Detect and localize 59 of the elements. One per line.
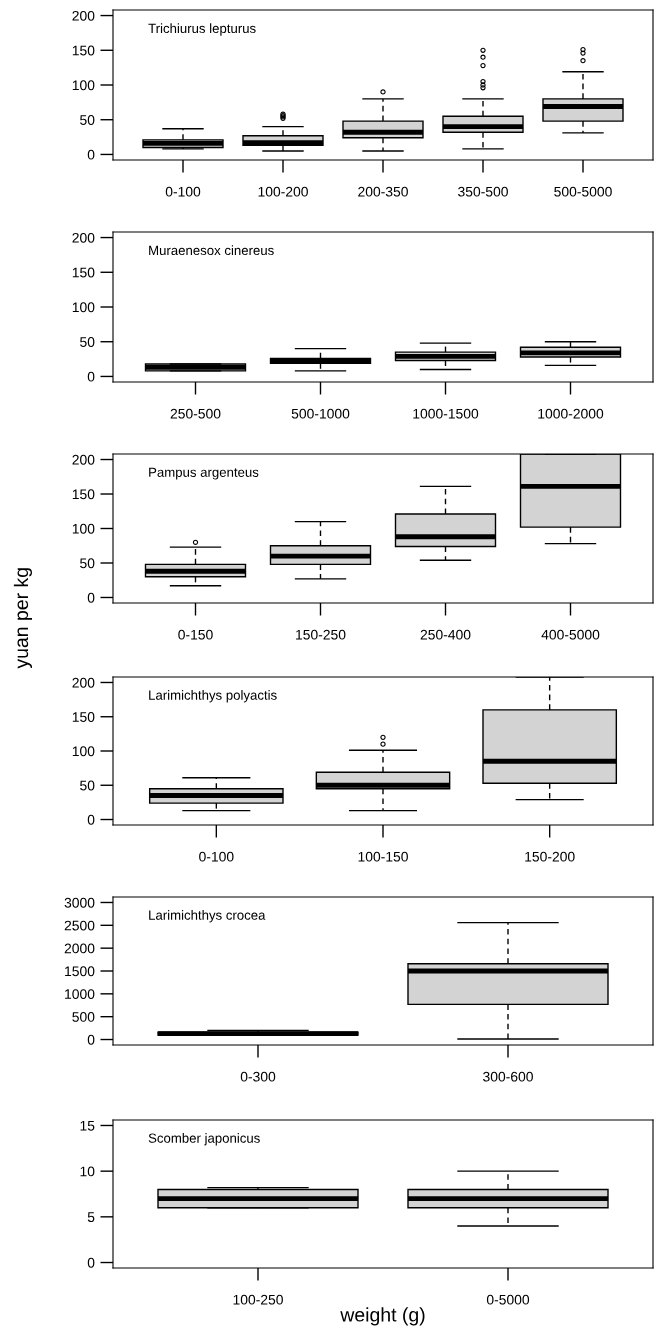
y-tick-label: 1000	[65, 989, 95, 1000]
x-tick-label: 300-600	[483, 1071, 533, 1082]
y-tick-label: 10	[80, 1166, 95, 1177]
y-tick-label: 0	[87, 371, 95, 382]
y-tick-label: 2000	[64, 943, 95, 954]
x-tick-label: 250-400	[420, 629, 471, 640]
x-tick-label: 500-1000	[291, 408, 350, 419]
x-tick-label: 500-5000	[554, 186, 612, 197]
x-tick-label: 100-200	[258, 186, 308, 197]
y-tick-label: 150	[72, 267, 95, 278]
x-tick-label: 150-200	[525, 851, 575, 862]
y-tick-label: 15	[80, 1120, 95, 1131]
y-tick-label: 0	[87, 1034, 95, 1045]
y-tick-label: 0	[87, 1257, 95, 1268]
y-tick-label: 150	[72, 712, 95, 722]
y-tick-label: 3000	[64, 897, 95, 908]
x-tick-label: 1000-2000	[538, 408, 604, 419]
y-tick-label: 50	[80, 115, 95, 125]
text: Muraenesox cinereus	[149, 245, 274, 256]
x-tick-label: 0-100	[165, 186, 201, 197]
x-tick-label: 100-250	[233, 1294, 283, 1305]
x-axis-title: weight (g)	[340, 1307, 425, 1326]
x-tick-label: 200-350	[358, 186, 408, 197]
y-tick-label: 100	[72, 746, 95, 757]
y-tick-label: 0	[87, 592, 95, 603]
y-tick-label: 150	[72, 45, 95, 56]
y-tick-label: 200	[72, 232, 95, 243]
y-tick-label: 150	[72, 489, 95, 500]
x-tick-label: 250-500	[170, 408, 221, 419]
x-tick-label: 100-150	[358, 851, 408, 862]
y-tick-label: 200	[72, 677, 95, 688]
y-tick-label: 100	[72, 80, 95, 91]
text: Larimichthys polyactis	[149, 690, 277, 703]
y-tick-label: 100	[72, 302, 95, 313]
y-tick-label: 100	[72, 523, 95, 534]
y-tick-label: 200	[72, 10, 95, 21]
y-tick-label: 1500	[65, 966, 95, 977]
x-tick-label: 0-300	[240, 1071, 276, 1082]
x-tick-label: 1000-1500	[413, 408, 479, 419]
x-tick-label: 350-500	[458, 186, 508, 197]
x-tick-label: 0-5000	[486, 1294, 530, 1305]
x-tick-label: 150-250	[296, 629, 346, 640]
y-tick-label: 500	[72, 1012, 95, 1022]
x-tick-label: 400-5000	[541, 629, 600, 640]
x-tick-label: 0-150	[178, 629, 213, 640]
text: Trichiurus lepturus	[148, 23, 256, 36]
text: Larimichthys crocea	[149, 910, 266, 923]
y-tick-label: 50	[80, 780, 95, 791]
y-axis-title: yuan per kg	[13, 568, 32, 669]
y-tick-label: 50	[80, 558, 95, 569]
y-tick-label: 2500	[64, 920, 95, 931]
y-tick-label: 50	[80, 337, 95, 347]
y-tick-label: 0	[87, 814, 95, 825]
text: Pampus argenteus	[149, 467, 259, 480]
y-tick-label: 5	[87, 1212, 95, 1223]
y-tick-label: 200	[72, 454, 95, 465]
text: Scomber japonicus	[148, 1133, 260, 1146]
y-tick-label: 0	[87, 149, 95, 160]
x-tick-label: 0-100	[199, 851, 234, 862]
